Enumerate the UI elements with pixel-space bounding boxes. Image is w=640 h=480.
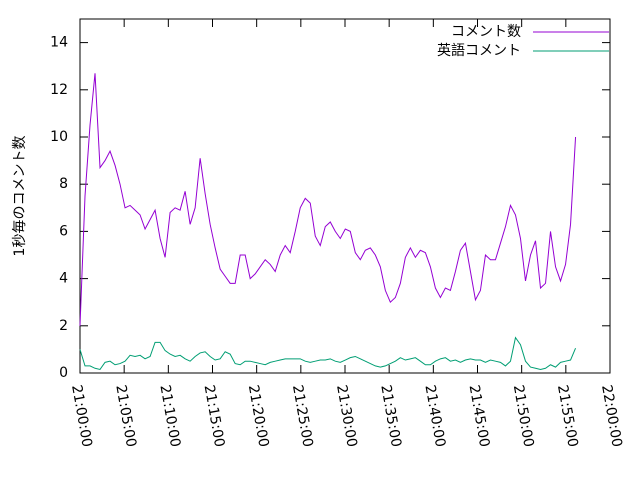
y-tick-label: 6 bbox=[59, 223, 68, 239]
y-axis-label: 1秒毎のコメント数 bbox=[12, 136, 28, 257]
series-line bbox=[79, 73, 577, 326]
x-tick-label: 21:15:00 bbox=[201, 384, 228, 449]
y-tick-label: 14 bbox=[50, 35, 68, 51]
y-tick-label: 0 bbox=[59, 365, 68, 381]
x-tick-label: 21:50:00 bbox=[510, 384, 537, 449]
x-tick-label: 21:10:00 bbox=[156, 384, 183, 449]
y-tick-label: 4 bbox=[59, 271, 68, 287]
legend-label: コメント数 bbox=[451, 24, 521, 40]
y-tick-label: 8 bbox=[59, 176, 68, 192]
plot-border bbox=[79, 18, 611, 374]
y-tick-label: 2 bbox=[59, 318, 68, 334]
x-tick-label: 21:30:00 bbox=[333, 384, 360, 449]
x-tick-label: 21:25:00 bbox=[289, 384, 316, 449]
series-line bbox=[79, 336, 577, 371]
x-tick-label: 21:40:00 bbox=[421, 384, 448, 449]
x-tick-label: 21:00:00 bbox=[68, 384, 95, 449]
x-tick-label: 21:20:00 bbox=[245, 384, 272, 449]
x-tick-label: 21:35:00 bbox=[377, 384, 404, 449]
x-tick-label: 21:45:00 bbox=[466, 384, 493, 449]
x-tick-label: 21:05:00 bbox=[112, 384, 139, 449]
x-tick-label: 22:00:00 bbox=[598, 384, 625, 449]
legend-label: 英語コメント bbox=[437, 42, 521, 59]
x-tick-label: 21:55:00 bbox=[554, 384, 581, 449]
y-tick-label: 10 bbox=[50, 129, 68, 145]
y-tick-label: 12 bbox=[50, 82, 68, 98]
